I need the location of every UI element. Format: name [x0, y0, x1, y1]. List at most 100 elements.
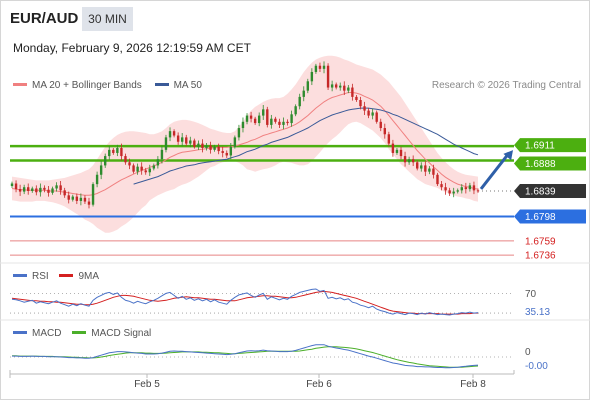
candle-body — [411, 159, 415, 163]
legend-macd-signal-label: MACD Signal — [91, 328, 152, 339]
candle — [79, 193, 83, 206]
candle-body — [164, 137, 168, 150]
candle — [104, 153, 107, 168]
level-tag-label: 1.6911 — [525, 141, 555, 152]
candle-body — [217, 146, 220, 152]
candle — [310, 68, 314, 86]
candle — [91, 182, 95, 207]
candle — [31, 186, 34, 193]
candle-body — [104, 156, 107, 166]
candle — [391, 139, 395, 157]
candle — [290, 110, 293, 127]
candle-body — [128, 162, 131, 166]
candle — [14, 180, 18, 193]
candle-body — [112, 149, 115, 153]
candle-body — [87, 201, 91, 205]
candle — [343, 81, 346, 96]
candle — [47, 185, 50, 197]
candle — [262, 104, 265, 120]
candle — [27, 183, 30, 195]
candle — [253, 116, 257, 125]
candle — [322, 61, 326, 74]
candle-body — [424, 165, 427, 172]
rsi-legend: RSI 9MA — [13, 271, 99, 282]
candle-body — [31, 188, 34, 191]
candle-body — [452, 191, 455, 194]
macd-zero-label: 0 — [525, 347, 531, 358]
candle — [241, 117, 245, 133]
candle — [180, 133, 184, 147]
candle-body — [262, 109, 265, 116]
candle-body — [440, 184, 443, 188]
macd-signal-line — [12, 346, 479, 368]
rsi-ma-swatch — [59, 273, 74, 277]
datetime-label: Monday, February 9, 2026 12:19:59 AM CET — [13, 41, 251, 55]
candle-body — [416, 162, 419, 169]
candle-body — [35, 188, 38, 193]
candle — [371, 108, 374, 120]
candle-body — [108, 149, 111, 157]
candle-body — [383, 128, 386, 135]
ma50-swatch — [154, 82, 169, 86]
candle — [160, 145, 164, 164]
level-tag-support: 1.6798 — [514, 209, 586, 224]
candle — [282, 117, 285, 130]
candle-body — [476, 190, 480, 192]
level-tag-last: 1.6839 — [514, 183, 586, 198]
candle-body — [322, 65, 326, 69]
candle — [193, 138, 196, 149]
candle-body — [306, 81, 310, 91]
candle — [351, 83, 354, 101]
candle-body — [407, 159, 411, 163]
rsi-swatch — [13, 273, 27, 277]
candle-body — [428, 168, 431, 172]
macd-legend: MACD MACD Signal — [13, 328, 151, 339]
candle — [71, 194, 74, 202]
candle — [294, 104, 297, 117]
candle-body — [298, 96, 301, 107]
candle-body — [201, 143, 204, 148]
candle — [274, 116, 277, 124]
candle — [197, 140, 200, 150]
candle — [306, 78, 310, 94]
candle-body — [363, 106, 366, 111]
forecast-arrow-shaft — [479, 152, 511, 190]
candle — [468, 182, 472, 192]
candle — [95, 171, 99, 188]
candle-body — [180, 137, 184, 142]
candle-body — [456, 190, 459, 192]
candle-body — [302, 90, 305, 97]
rsi-ma-line — [11, 290, 478, 315]
candle-body — [274, 118, 277, 122]
candle-body — [67, 195, 70, 200]
candle — [460, 184, 463, 194]
candle — [156, 156, 160, 169]
candle-body — [205, 145, 208, 148]
candle — [140, 162, 143, 175]
macd-line — [12, 344, 479, 369]
level-tag-line: 1.6736 — [525, 251, 556, 262]
candle — [87, 197, 91, 209]
legend-ma20-label: MA 20 + Bollinger Bands — [32, 80, 142, 91]
candle — [185, 134, 188, 147]
candle — [164, 134, 168, 153]
candle-body — [468, 185, 472, 190]
candle-body — [286, 121, 289, 124]
candle — [476, 188, 480, 193]
ma20-swatch — [13, 82, 27, 86]
candle — [266, 106, 269, 128]
candle — [35, 185, 38, 196]
candle-body — [249, 115, 253, 119]
timeframe-button[interactable]: 30 MIN — [82, 7, 133, 31]
candle-body — [209, 145, 212, 150]
candle — [472, 181, 476, 195]
candle-body — [395, 149, 399, 153]
candle — [148, 164, 151, 177]
candle-body — [237, 128, 241, 138]
candle — [124, 153, 127, 165]
candle-body — [124, 156, 127, 163]
symbol-title[interactable]: EUR/AUD — [10, 10, 79, 27]
candle-body — [225, 152, 228, 156]
candle — [399, 146, 403, 160]
